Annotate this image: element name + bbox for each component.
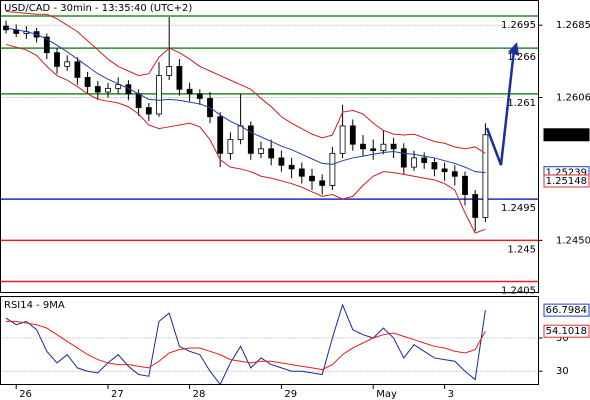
candle-body <box>135 93 142 108</box>
candle-body <box>472 194 479 218</box>
candle-body <box>482 134 489 218</box>
indicator-line <box>5 43 486 234</box>
y-tick-label: 1.2606 <box>556 93 590 104</box>
candle-body <box>431 162 438 170</box>
candle-body <box>400 148 407 168</box>
x-tick-label: 28 <box>193 389 206 400</box>
candle-body <box>360 143 366 150</box>
candle-body <box>64 61 71 67</box>
candle-body <box>268 148 275 159</box>
price-tag-label: 1.25148 <box>546 176 587 187</box>
projection-arrow <box>485 49 516 166</box>
x-tick-label: 26 <box>19 389 32 400</box>
candle-body <box>288 164 295 170</box>
candle-body <box>278 157 285 166</box>
candle-body <box>411 157 417 168</box>
y-tick-label: 1.2450 <box>556 235 590 246</box>
candle-body <box>145 107 152 115</box>
level-label-bg <box>503 202 537 214</box>
candle-body <box>156 75 162 115</box>
candle-body <box>84 76 91 87</box>
candle-body <box>186 88 193 95</box>
price-tag-label: 66.7984 <box>546 305 587 316</box>
candle-body <box>74 61 81 78</box>
candle-body <box>247 125 254 154</box>
x-tick-label: 27 <box>111 389 124 400</box>
level-label-bg <box>503 19 537 31</box>
plot-layer: 1.2685 1.2606 1.2450 1.2695 1.266 1.261 1.2495… <box>0 10 590 400</box>
candle-body <box>298 168 305 177</box>
candle-body <box>339 125 346 154</box>
candle-body <box>94 86 101 93</box>
rsi-panel-frame <box>0 296 539 385</box>
candle-body <box>217 116 224 154</box>
candle-body <box>258 148 264 154</box>
candle-body <box>349 125 356 145</box>
candle-body <box>227 139 234 154</box>
candle-body <box>370 148 377 152</box>
candle-body <box>166 66 173 76</box>
candle-body <box>54 52 60 67</box>
candle-body <box>451 171 458 177</box>
price-tag-label: 1.25653 <box>546 130 587 141</box>
level-label: 1.266 <box>507 52 536 63</box>
level-label-bg <box>503 243 537 255</box>
indicator-line <box>5 10 486 154</box>
level-label: 1.2495 <box>501 203 536 214</box>
candle-body <box>176 66 183 90</box>
candle-body <box>237 125 244 141</box>
price-tag <box>543 128 590 142</box>
price-tag-label: 1.25239 <box>546 168 587 179</box>
candle-body <box>441 168 448 173</box>
projection-arrowhead <box>508 42 519 56</box>
price-tag <box>543 324 590 338</box>
x-tick-label: 3 <box>448 389 454 400</box>
level-label: 1.2695 <box>501 20 536 31</box>
indicator-line <box>5 27 486 174</box>
level-label-bg <box>503 96 537 108</box>
candle-body <box>319 180 326 186</box>
candle-body <box>43 36 50 54</box>
candle-body <box>196 93 203 99</box>
candle-body <box>390 143 397 150</box>
price-tag <box>543 303 590 317</box>
indicator-line <box>5 303 486 386</box>
y-tick-label: 1.2685 <box>556 20 590 31</box>
x-tick-label: May <box>376 389 397 400</box>
candle-body <box>462 175 468 195</box>
y-tick-label: 50 <box>556 333 569 344</box>
indicator-line <box>6 320 486 371</box>
level-label-bg <box>503 284 537 296</box>
candle-body <box>309 175 315 182</box>
rsi-title: RSI14 - 9MA <box>4 300 65 311</box>
level-label: 1.245 <box>507 244 536 255</box>
level-label-bg <box>503 51 537 63</box>
level-label: 1.2405 <box>501 286 536 297</box>
level-label: 1.261 <box>507 98 536 109</box>
x-tick-label: 29 <box>284 389 297 400</box>
y-tick-label: 30 <box>556 366 569 377</box>
candle-body <box>380 143 387 152</box>
candle-body <box>329 152 336 186</box>
price-tag-label: 54.1018 <box>546 326 587 337</box>
candle-body <box>421 157 428 163</box>
candle-body <box>115 84 122 89</box>
price-tag <box>543 174 590 188</box>
main-panel-frame <box>0 0 539 293</box>
chart-title: USD/CAD - 30min - 13:35:40 (UTC+2) <box>4 3 192 14</box>
candle-body <box>105 87 111 93</box>
